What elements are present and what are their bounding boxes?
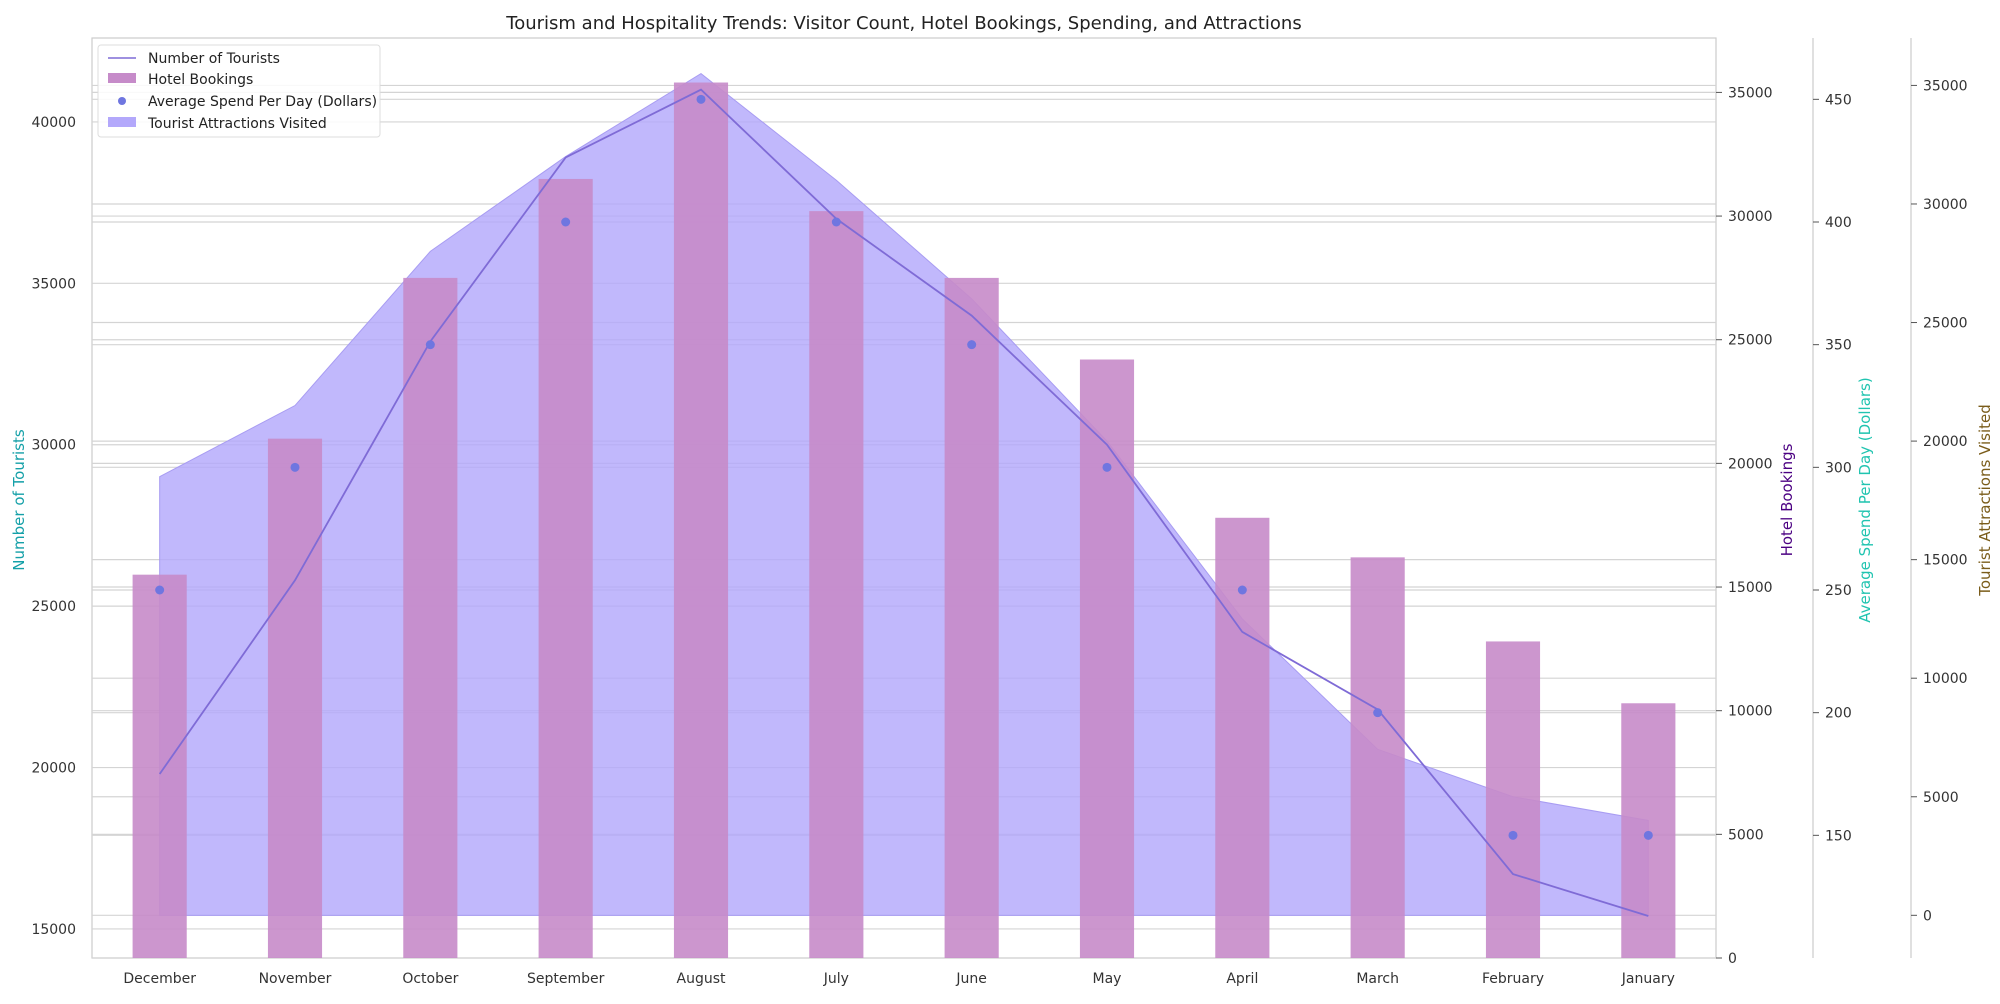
x-tick-label: June [955, 971, 987, 987]
y-tick-label-right3: 20000 [1923, 434, 1968, 450]
y-axis-title-tourists: Number of Tourists [10, 429, 28, 571]
point-average-spend [1237, 585, 1247, 595]
bar-layer [132, 82, 1676, 959]
point-average-spend [1508, 830, 1518, 840]
y-tick-label-left: 25000 [31, 599, 76, 615]
y-tick-label-right2: 400 [1825, 215, 1852, 231]
x-tick-label: September [527, 971, 605, 987]
y-tick-label-right2: 200 [1825, 706, 1852, 722]
y-tick-label-right3: 25000 [1923, 316, 1968, 332]
legend-label-attractions: Tourist Attractions Visited [147, 116, 327, 132]
y-tick-label-left: 15000 [31, 922, 76, 938]
y-tick-label-right1: 15000 [1728, 580, 1773, 596]
legend-swatch-average-spend [118, 97, 126, 105]
y-axis-title-hotel-bookings: Hotel Bookings [1778, 443, 1796, 556]
point-average-spend [696, 94, 706, 104]
x-tick-label: January [1621, 971, 1675, 987]
y-tick-label-right2: 300 [1825, 460, 1852, 476]
point-average-spend [1102, 462, 1112, 472]
y-tick-label-left: 20000 [31, 761, 76, 777]
y-tick-label-right2: 150 [1825, 828, 1852, 844]
y-tick-label-right1: 5000 [1728, 827, 1764, 843]
y-tick-label-right1: 30000 [1728, 209, 1773, 225]
y-tick-label-right1: 35000 [1728, 85, 1773, 101]
legend-label-tourists: Number of Tourists [148, 51, 280, 67]
legend-label-hotel-bookings: Hotel Bookings [148, 72, 253, 88]
point-average-spend [155, 585, 165, 595]
bar-hotel-bookings [673, 82, 729, 959]
bar-hotel-bookings [1350, 557, 1405, 958]
legend-swatch-attractions [108, 117, 136, 127]
bar-hotel-bookings [267, 438, 323, 959]
y-tick-label-right3: 5000 [1923, 790, 1959, 806]
bar-hotel-bookings [944, 277, 999, 959]
y-tick-label-right3: 0 [1923, 908, 1932, 924]
point-average-spend [831, 217, 841, 227]
line-number-of-tourists [158, 88, 1649, 917]
x-tick-label: March [1356, 971, 1399, 987]
x-tick-label: December [123, 971, 196, 987]
bar-hotel-bookings [1079, 359, 1135, 958]
bar-hotel-bookings [1215, 517, 1270, 958]
y-tick-label-right3: 10000 [1923, 671, 1968, 687]
y-tick-label-right2: 350 [1825, 338, 1852, 354]
x-tick-label: August [677, 971, 727, 987]
x-tick-label: February [1482, 971, 1544, 987]
y-tick-label-right2: 450 [1825, 92, 1852, 108]
x-tick-label: May [1093, 971, 1122, 987]
point-average-spend [1643, 830, 1653, 840]
y-tick-label-right1: 20000 [1728, 456, 1773, 472]
x-tick-label: October [402, 971, 458, 987]
y-tick-label-left: 30000 [31, 438, 76, 454]
legend-swatch-hotel-bookings [108, 73, 136, 83]
y-tick-label-right1: 25000 [1728, 333, 1773, 349]
point-average-spend [561, 217, 571, 227]
bar-hotel-bookings [403, 277, 458, 959]
y-tick-label-left: 40000 [31, 115, 76, 131]
y-tick-label-right3: 15000 [1923, 553, 1968, 569]
bar-hotel-bookings [1485, 641, 1541, 958]
point-average-spend [1373, 708, 1383, 718]
chart-title: Tourism and Hospitality Trends: Visitor … [505, 13, 1301, 34]
bar-hotel-bookings [809, 211, 864, 958]
bar-hotel-bookings [538, 178, 593, 958]
point-average-spend [425, 340, 435, 350]
y-axis-title-attractions: Tourist Attractions Visited [1976, 404, 1994, 597]
y-tick-label-right1: 0 [1728, 951, 1737, 967]
line-layer [158, 88, 1649, 917]
x-tick-label: July [823, 971, 849, 987]
y-tick-label-right2: 250 [1825, 583, 1852, 599]
y-tick-label-right3: 35000 [1923, 78, 1968, 94]
y-tick-label-right3: 30000 [1923, 197, 1968, 213]
point-average-spend [967, 340, 977, 350]
point-average-spend [290, 462, 300, 472]
point-layer [155, 94, 1653, 840]
bar-hotel-bookings [132, 574, 187, 958]
bar-hotel-bookings [1621, 703, 1676, 958]
legend-label-average-spend: Average Spend Per Day (Dollars) [148, 94, 377, 110]
y-axis-title-average-spend: Average Spend Per Day (Dollars) [1856, 377, 1874, 622]
axis-layer: December November October September August Ju… [31, 38, 1968, 987]
x-tick-label: April [1226, 971, 1258, 987]
y-tick-label-left: 35000 [31, 276, 76, 292]
y-tick-label-right1: 10000 [1728, 704, 1773, 720]
legend: Number of Tourists Hotel Bookings Averag… [97, 44, 381, 138]
legend-box [97, 44, 381, 138]
x-tick-label: November [259, 971, 332, 987]
